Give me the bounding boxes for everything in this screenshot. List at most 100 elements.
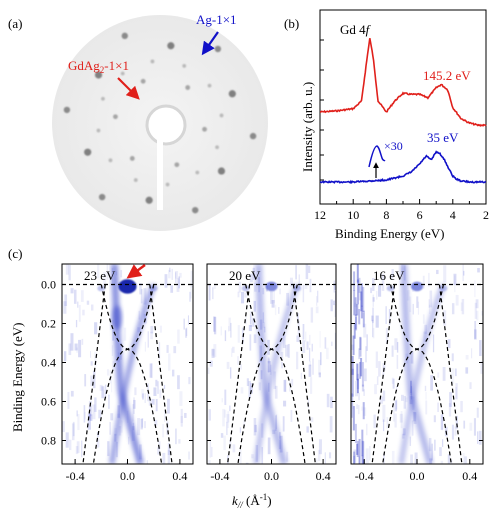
noise-streak xyxy=(404,360,406,372)
noise-streak xyxy=(97,264,100,279)
edge-streak xyxy=(362,286,365,312)
noise-streak xyxy=(226,414,230,423)
leed-spots xyxy=(63,32,257,214)
dashed-band-fit xyxy=(92,284,155,464)
noise-streak xyxy=(309,334,311,346)
noise-streak xyxy=(283,400,287,407)
electron-gun-shadow xyxy=(145,104,187,146)
noise-streak xyxy=(87,413,91,430)
noise-streak xyxy=(270,291,273,304)
noise-streak xyxy=(296,335,300,342)
noise-streak xyxy=(84,411,86,420)
noise-streak xyxy=(154,419,158,426)
noise-streak xyxy=(437,402,439,412)
noise-streak xyxy=(159,389,162,399)
noise-streak xyxy=(318,439,322,455)
noise-streak xyxy=(65,264,69,275)
noise-streak xyxy=(76,347,78,353)
noise-streak xyxy=(454,275,456,293)
noise-streak xyxy=(331,341,333,347)
zoom-factor-label: ×30 xyxy=(384,139,403,153)
noise-streak xyxy=(357,405,360,415)
dashed-band-fit xyxy=(82,284,106,464)
noise-streak xyxy=(158,342,161,360)
noise-streak xyxy=(170,285,174,293)
noise-streak xyxy=(437,372,440,378)
noise-streak xyxy=(469,382,472,389)
noise-streak xyxy=(229,367,232,379)
arpes-xtick-label: 0.0 xyxy=(120,469,135,483)
noise-streak xyxy=(358,348,361,360)
noise-streak xyxy=(460,400,463,413)
noise-streak xyxy=(365,448,369,464)
fermi-spot-side xyxy=(439,285,448,292)
noise-streak xyxy=(366,334,368,351)
noise-streak xyxy=(188,376,191,385)
noise-streak xyxy=(416,296,419,308)
fermi-spot-side xyxy=(386,285,395,292)
noise-streak xyxy=(429,290,433,308)
noise-streak xyxy=(399,413,403,423)
blue-energy-label: 35 eV xyxy=(427,130,459,145)
noise-streak xyxy=(316,458,318,464)
noise-streak xyxy=(433,415,436,423)
leed-spot xyxy=(167,42,175,50)
edge-streak xyxy=(359,337,362,357)
noise-streak xyxy=(379,396,384,404)
noise-streak xyxy=(213,344,217,358)
noise-streak xyxy=(178,276,181,289)
noise-streak xyxy=(80,290,84,302)
dashed-band-fit xyxy=(100,284,163,464)
noise-streak xyxy=(213,316,217,335)
noise-streak xyxy=(376,376,379,386)
noise-streak xyxy=(455,415,459,429)
noise-streak xyxy=(474,280,476,298)
noise-streak xyxy=(243,419,246,427)
noise-streak xyxy=(370,287,373,294)
noise-streak xyxy=(451,368,455,385)
noise-streak xyxy=(212,287,214,300)
noise-streak xyxy=(73,289,77,304)
noise-streak xyxy=(208,285,211,301)
noise-streak xyxy=(324,337,327,349)
noise-streak xyxy=(279,288,281,295)
noise-streak xyxy=(354,302,358,308)
noise-streak xyxy=(63,301,67,314)
noise-streak xyxy=(434,439,436,451)
noise-streak xyxy=(308,347,311,362)
noise-streak xyxy=(264,326,266,333)
leed-spot xyxy=(202,126,207,132)
noise-streak xyxy=(396,342,399,353)
leed-spot xyxy=(195,170,200,175)
noise-streak xyxy=(68,343,72,356)
noise-streak xyxy=(422,275,425,289)
noise-streak xyxy=(253,417,257,436)
edge-streak xyxy=(356,279,359,305)
noise-streak xyxy=(281,361,283,369)
noise-streak xyxy=(238,281,242,293)
noise-streak xyxy=(425,392,427,400)
noise-streak xyxy=(462,264,464,282)
dashed-band-fit xyxy=(245,284,306,464)
noise-streak xyxy=(166,344,169,353)
edge-streak xyxy=(354,423,357,444)
noise-streak xyxy=(71,423,75,441)
edge-streak xyxy=(360,357,363,377)
edge-streak xyxy=(359,336,362,350)
edge-streak xyxy=(356,443,359,455)
panel-b: (b) 12 10 8 6 4 2 Intensity (arb. u.) Binding… xyxy=(284,9,489,241)
gdag2-arrow xyxy=(117,77,140,100)
noise-streak xyxy=(157,381,160,394)
noise-streak xyxy=(184,412,187,418)
noise-streak xyxy=(62,421,65,433)
noise-streak xyxy=(414,452,418,464)
leed-spot xyxy=(63,106,71,114)
noise-streak xyxy=(371,315,374,322)
noise-streak xyxy=(120,270,122,278)
noise-streak xyxy=(326,393,330,408)
noise-streak xyxy=(109,421,112,435)
noise-streak xyxy=(318,372,321,378)
edge-streak xyxy=(352,335,355,356)
noise-streak xyxy=(424,385,427,392)
noise-streak xyxy=(93,370,96,389)
